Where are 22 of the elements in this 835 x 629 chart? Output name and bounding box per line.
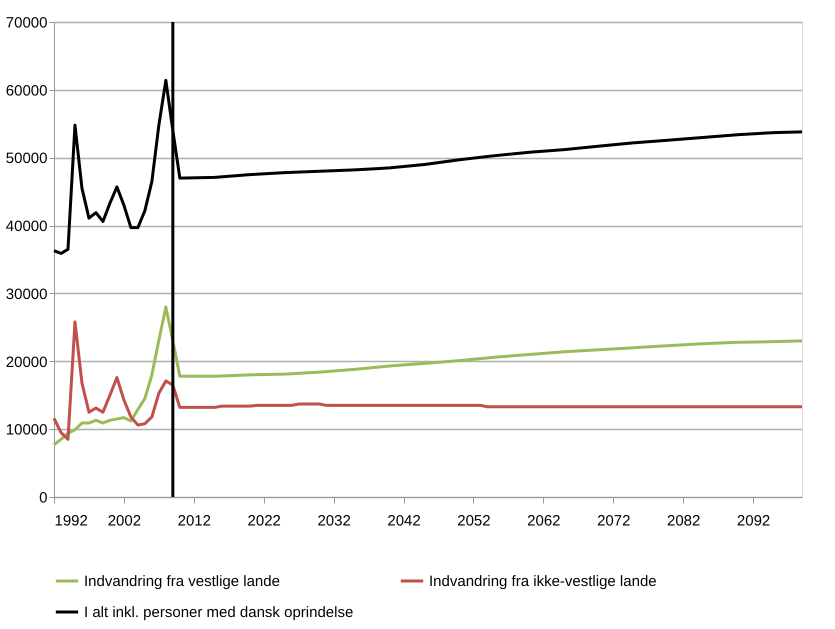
y-tick-label: 60000 <box>6 82 48 100</box>
legend-label: I alt inkl. personer med dansk oprindelse <box>84 604 354 621</box>
y-tick-label: 30000 <box>6 286 48 303</box>
y-tick-label: 0 <box>39 490 48 506</box>
y-tick-label: 50000 <box>6 150 48 168</box>
legend-label: Indvandring fra vestlige lande <box>84 573 280 590</box>
y-tick-label: 20000 <box>6 354 48 371</box>
x-tick-label: 2082 <box>666 512 700 530</box>
y-tick-label: 40000 <box>6 218 48 236</box>
x-tick-label: 2042 <box>387 512 421 530</box>
x-tick-label: 2012 <box>178 512 211 530</box>
x-tick-label: 2052 <box>457 512 491 530</box>
x-tick-label: 2022 <box>248 512 281 530</box>
x-tick-label: 1992 <box>54 512 88 530</box>
y-tick-label: 70000 <box>6 14 48 32</box>
x-tick-label: 2062 <box>527 512 561 530</box>
x-tick-label: 2092 <box>736 512 770 530</box>
x-tick-label: 2072 <box>597 512 630 530</box>
x-tick-label: 2002 <box>108 512 142 530</box>
legend-label: Indvandring fra ikke-vestlige lande <box>429 573 657 590</box>
y-tick-label: 10000 <box>6 422 48 439</box>
x-tick-label: 2032 <box>317 512 351 530</box>
